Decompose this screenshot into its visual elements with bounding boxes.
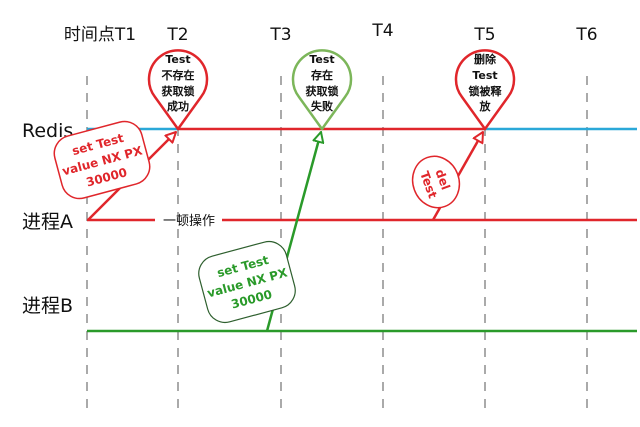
time-label-t5: T5 xyxy=(473,25,495,45)
process-b-set-command: set Test value NX PX 30000 xyxy=(198,240,296,324)
pin-text: 存在 xyxy=(311,68,333,82)
process-a-set-command: set Test value NX PX 30000 xyxy=(53,120,151,200)
time-label-t2: T2 xyxy=(166,25,188,45)
pin-text: 失败 xyxy=(311,99,333,113)
pin-text: 获取锁 xyxy=(162,84,195,98)
time-label-t1: 时间点T1 xyxy=(64,25,136,45)
time-label-t4: T4 xyxy=(371,21,393,41)
lane-label-process-b: 进程B xyxy=(22,295,73,317)
lane-label-process-a: 进程A xyxy=(22,211,73,233)
pin-text: Test xyxy=(165,53,190,66)
pin-text: 成功 xyxy=(167,99,189,113)
time-label-t3: T3 xyxy=(269,25,291,45)
pin-text: 放 xyxy=(479,99,492,113)
time-label-t6: T6 xyxy=(575,25,597,45)
pin-text: 获取锁 xyxy=(306,84,339,98)
pin-text: 锁被释 xyxy=(469,84,503,98)
pin-lock-acquired: Test 不存在 获取锁 成功 xyxy=(147,49,209,131)
pin-text: 不存在 xyxy=(162,68,195,82)
process-a-del-command: del Test xyxy=(411,155,461,209)
pin-text: Test xyxy=(472,69,497,82)
time-grid xyxy=(86,76,588,415)
command-line: del xyxy=(432,167,452,191)
lane-label-redis: Redis xyxy=(22,120,73,142)
pin-lock-failed: Test 存在 获取锁 失败 xyxy=(291,49,353,131)
process-a-gap-label: 一顿操作 xyxy=(163,213,215,229)
pin-text: 删除 xyxy=(474,52,497,66)
pin-text: Test xyxy=(309,53,334,66)
pin-lock-released: 删除 Test 锁被释 放 xyxy=(454,49,516,131)
